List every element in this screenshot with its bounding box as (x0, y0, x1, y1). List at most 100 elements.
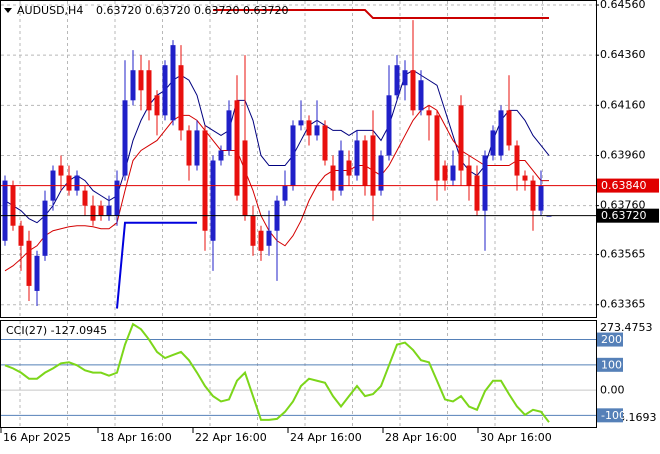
candle-body (194, 130, 200, 166)
candle-body (410, 70, 416, 111)
ask-label-box (597, 178, 659, 193)
candle-body (434, 115, 440, 181)
candle-body (186, 130, 192, 166)
candle-body (106, 205, 112, 216)
x-tick-label: 22 Apr 16:00 (195, 431, 267, 444)
plot-layer: 0.64560 0.64360 0.64160 0.63960 0.63760 0.635… (0, 0, 659, 444)
candle-body (314, 125, 320, 136)
candle-body (306, 120, 312, 136)
candle-body (386, 95, 392, 156)
y-tick-label: 0.63960 (600, 148, 646, 161)
x-tick-label: 18 Apr 16:00 (100, 431, 172, 444)
candle-body (250, 215, 256, 246)
y-tick-label: 0.64160 (600, 98, 646, 111)
candle-body (242, 140, 248, 216)
candle-body (330, 165, 336, 191)
candle-body (74, 175, 80, 191)
candle-body (522, 175, 528, 181)
candle-body (338, 150, 344, 191)
candle-body (90, 205, 96, 221)
candle-body (482, 155, 488, 211)
indicator-tick-label: -100 (601, 409, 626, 422)
candle-body (466, 165, 472, 186)
ask-label: 0.63840 (601, 179, 647, 192)
quote-close: 0.63720 (243, 4, 289, 17)
y-tick-label: 0.64560 (600, 0, 646, 11)
x-tick-label: 28 Apr 16:00 (385, 431, 457, 444)
candle-body (298, 120, 304, 126)
candle-body (26, 240, 32, 286)
candle-body (226, 110, 232, 151)
y-tick-label: 0.63565 (600, 248, 646, 261)
candle-body (322, 125, 328, 161)
candle-body (58, 165, 64, 176)
indicator-tick-label: 100 (601, 358, 622, 371)
moving-average (4, 69, 550, 224)
candle-body (10, 185, 16, 226)
indicator-max-label: 273.4753 (600, 321, 653, 334)
candle-body (98, 205, 104, 216)
indicator-frame (0, 320, 597, 428)
candle-body (362, 140, 368, 186)
candle-body (442, 165, 448, 181)
candle-body (458, 105, 464, 171)
y-tick-label: 0.64360 (600, 48, 646, 61)
main-frame (0, 0, 597, 318)
y-tick-label: 0.63365 (600, 298, 646, 311)
candle-body (42, 200, 48, 256)
candle-body (66, 175, 72, 191)
candle-body (82, 190, 88, 206)
y-tick-label: 0.63760 (600, 199, 646, 212)
candle-body (178, 65, 184, 131)
candle-body (162, 65, 168, 116)
candle-body (18, 225, 24, 246)
indicator-line (4, 322, 550, 423)
candle-body (378, 155, 384, 191)
candle-body (418, 80, 424, 111)
indicator-tick-label: 0.00 (600, 384, 625, 397)
quote-high: 0.63720 (145, 4, 191, 17)
candle-body (498, 110, 504, 156)
level-label-box (597, 408, 623, 423)
bid-label-box (597, 208, 659, 223)
candle-body (2, 180, 8, 241)
candle-body (282, 185, 288, 201)
menu-triangle[interactable] (4, 8, 12, 13)
candle-body (138, 70, 144, 91)
level-line (116, 221, 197, 309)
vertical-grid (19, 1, 543, 427)
x-tick-label: 30 Apr 16:00 (480, 431, 552, 444)
x-tick-label: 16 Apr 2025 (3, 431, 71, 444)
candle-body (426, 110, 432, 116)
candle-body (354, 140, 360, 176)
candle-body (530, 180, 536, 211)
candle-body (450, 165, 456, 181)
bid-label: 0.63720 (601, 209, 647, 222)
level-label-box (597, 332, 623, 347)
candle-body (202, 130, 208, 231)
candle-body (122, 100, 128, 176)
indicator-tick-label: 200 (601, 333, 622, 346)
candle-body (114, 180, 120, 216)
candle-body (538, 185, 544, 211)
candle-body (514, 145, 520, 176)
candle-body (506, 110, 512, 146)
candle-body (210, 160, 216, 241)
candle-body (490, 130, 496, 156)
candle-body (370, 135, 376, 196)
quote-open: 0.63720 (96, 4, 142, 17)
candle-body (234, 100, 240, 196)
indicator-title: CCI(27) -127.0945 (6, 324, 107, 337)
candle-body (170, 45, 176, 121)
level-label-box (597, 357, 623, 372)
candle-body (154, 95, 160, 116)
quote-low: 0.63720 (194, 4, 240, 17)
candle-body (290, 125, 296, 186)
candle-body (34, 255, 40, 291)
candle-body (394, 65, 400, 96)
candle-body (346, 160, 352, 176)
candle-body (258, 230, 264, 251)
candle-body (218, 150, 224, 161)
